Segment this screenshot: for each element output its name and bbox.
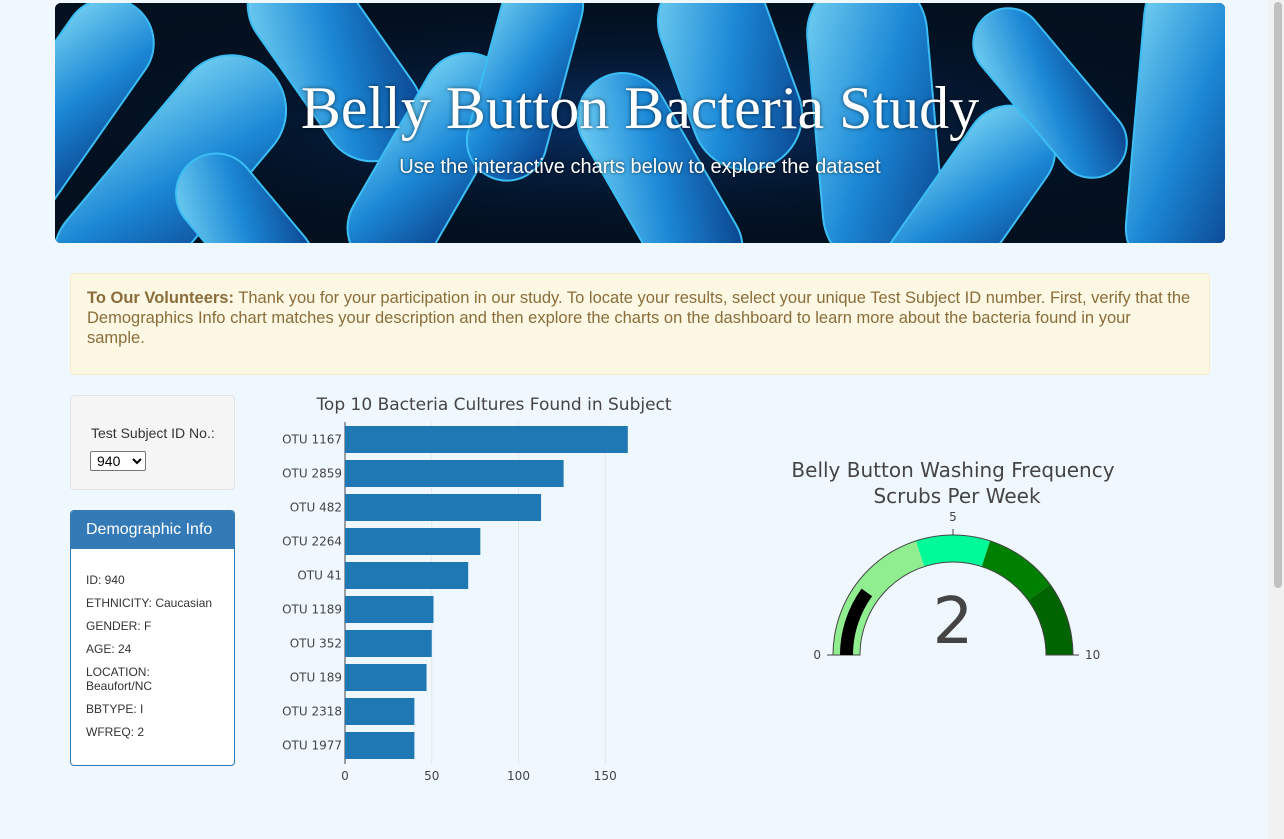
page-scrollbar-thumb[interactable] — [1274, 2, 1282, 588]
subject-selector-well: Test Subject ID No.: 940 — [70, 395, 235, 490]
demo-gender: GENDER: F — [86, 619, 152, 633]
bar-y-tick-label: OTU 41 — [297, 569, 342, 583]
bar-y-tick-label: OTU 1189 — [282, 603, 342, 617]
gauge-tick-label: 5 — [949, 510, 957, 524]
gauge-tick-label: 0 — [813, 648, 821, 662]
bar-y-tick-label: OTU 1977 — [282, 739, 342, 753]
bar-otu-352[interactable] — [345, 630, 432, 657]
bar-otu-41[interactable] — [345, 562, 469, 589]
subject-id-label: Test Subject ID No.: — [91, 425, 215, 441]
demo-age: AGE: 24 — [86, 642, 132, 656]
bar-x-tick-label: 150 — [594, 769, 617, 783]
gauge-outline — [832, 534, 1074, 656]
gauge-step-2 — [915, 535, 991, 567]
subject-id-select[interactable]: 940 — [90, 451, 146, 471]
bar-otu-189[interactable] — [345, 664, 427, 691]
gauge-step-3 — [981, 540, 1051, 601]
demo-wfreq: WFREQ: 2 — [86, 725, 145, 739]
volunteer-alert: To Our Volunteers: Thank you for your pa… — [70, 273, 1210, 375]
demographic-info-heading: Demographic Info — [71, 511, 234, 549]
demo-ethnicity: ETHNICITY: Caucasian — [86, 596, 213, 610]
bar-y-tick-label: OTU 352 — [290, 637, 342, 651]
bar-x-tick-label: 100 — [507, 769, 530, 783]
demo-id: ID: 940 — [86, 573, 125, 587]
bar-x-tick-label: 50 — [424, 769, 439, 783]
washing-frequency-gauge[interactable]: Belly Button Washing Frequency Scrubs Pe… — [750, 450, 1170, 710]
bar-y-tick-label: OTU 2859 — [282, 467, 342, 481]
bar-otu-2859[interactable] — [345, 460, 564, 487]
bar-y-tick-label: OTU 2264 — [282, 535, 342, 549]
bar-chart-title: Top 10 Bacteria Cultures Found in Subjec… — [315, 395, 671, 415]
demographic-info-panel: Demographic Info ID: 940 ETHNICITY: Cauc… — [70, 510, 235, 766]
page-title: Belly Button Bacteria Study — [300, 75, 980, 141]
demo-bbtype: BBTYPE: I — [86, 702, 144, 716]
bar-otu-1167[interactable] — [345, 426, 628, 453]
demographic-info-body: ID: 940 ETHNICITY: Caucasian GENDER: F A… — [71, 549, 234, 739]
top10-bar-chart[interactable]: Top 10 Bacteria Cultures Found in Subjec… — [270, 390, 710, 800]
bar-otu-1977[interactable] — [345, 732, 415, 759]
gauge-value-label: 2 — [933, 585, 974, 659]
gauge-step-4 — [1028, 584, 1073, 655]
gauge-subtitle: Scrubs Per Week — [873, 484, 1041, 508]
gauge-value-bar — [840, 588, 873, 655]
bar-otu-2318[interactable] — [345, 698, 415, 725]
bar-otu-482[interactable] — [345, 494, 542, 521]
page-subtitle: Use the interactive charts below to expl… — [399, 156, 881, 178]
gauge-title: Belly Button Washing Frequency — [791, 458, 1114, 482]
gauge-tick-label: 10 — [1085, 648, 1100, 662]
bar-otu-1189[interactable] — [345, 596, 434, 623]
bar-y-tick-label: OTU 1167 — [282, 433, 342, 447]
alert-text: Thank you for your participation in our … — [87, 289, 1191, 347]
bar-y-tick-label: OTU 189 — [290, 671, 342, 685]
bar-otu-2264[interactable] — [345, 528, 481, 555]
bacteria-background-image — [55, 3, 1225, 243]
bar-y-tick-label: OTU 2318 — [282, 705, 342, 719]
demo-location: LOCATION: Beaufort/NC — [86, 665, 153, 693]
alert-heading: To Our Volunteers: — [87, 289, 234, 307]
bar-y-tick-label: OTU 482 — [290, 501, 342, 515]
header-banner: Belly Button Bacteria Study Use the inte… — [55, 3, 1225, 243]
bar-x-tick-label: 0 — [341, 769, 349, 783]
